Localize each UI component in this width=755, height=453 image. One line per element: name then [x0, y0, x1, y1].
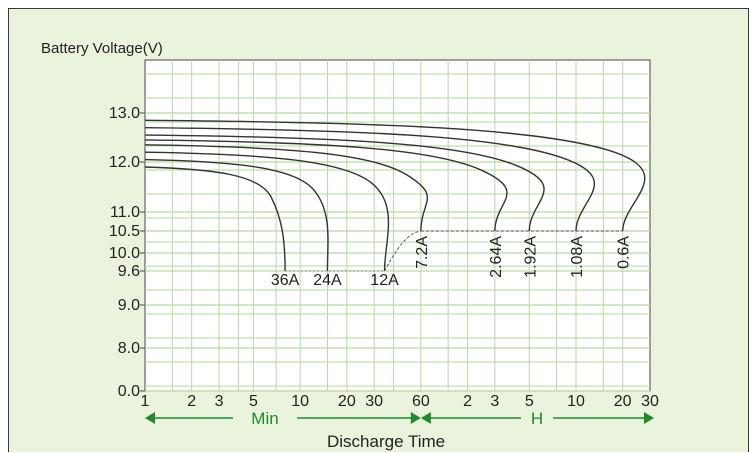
curve-label: 1.92A — [522, 236, 539, 278]
curve-label: 1.08A — [569, 236, 586, 278]
hour-arrow-head-left — [420, 412, 431, 424]
hour-arrow-head-right — [644, 412, 654, 424]
curve-labels: 36A 24A 12A 7.2A 2.64A 1.92A 1.08A 0.6A — [271, 236, 633, 289]
curve-1.92A — [144, 134, 545, 232]
x-tick-labels: 1 2 3 5 10 20 30 60 2 3 5 10 20 30 — [141, 393, 659, 410]
discharge-curves — [144, 119, 646, 272]
chart-panel: Battery Voltage(V) 13.0 12.0 11.0 10.5 10.0 9… — [8, 8, 749, 452]
x-tick-label: 10 — [291, 393, 309, 410]
plot-area — [144, 59, 651, 392]
curve-label: 2.64A — [488, 236, 505, 278]
x-tick-label: 2 — [463, 393, 472, 410]
min-arrow-head-left — [145, 412, 155, 424]
x-tick-label: 20 — [338, 393, 356, 410]
x-tick-label: 30 — [365, 393, 383, 410]
curve-12A — [144, 151, 390, 272]
discharge-chart: Battery Voltage(V) 13.012.011.010.510.09… — [41, 40, 659, 451]
x-tick-label: 30 — [641, 393, 659, 410]
y-tick-label: 13.0 — [109, 105, 140, 122]
x-axis-label: Discharge Time — [327, 432, 445, 451]
x-tick-label: 2 — [187, 393, 196, 410]
x-tick-label: 5 — [249, 393, 258, 410]
curve-1.08A — [144, 127, 596, 232]
x-tick-label: 20 — [614, 393, 632, 410]
curve-label: 36A — [271, 272, 300, 289]
y-tick-label: 10.0 — [109, 245, 140, 262]
curve-label: 7.2A — [414, 236, 431, 269]
x-tick-label: 3 — [215, 393, 224, 410]
min-range-label: Min — [251, 409, 278, 428]
hour-range-label: H — [531, 409, 543, 428]
y-tick-labels: 13.0 12.0 11.0 10.5 10.09.6 9.0 8.0 0.0 — [109, 105, 145, 400]
y-tick-label: 10.5 — [109, 223, 140, 240]
cutoff-transition — [384, 230, 421, 272]
x-tick-label: 1 — [141, 393, 150, 410]
x-tick-label: 5 — [525, 393, 534, 410]
curve-0.6A — [144, 119, 646, 232]
curve-label: 12A — [370, 272, 399, 289]
time-range-arrows: Min H — [145, 409, 654, 428]
y-tick-label: 9.6 — [118, 263, 140, 280]
curve-7.2A — [144, 144, 428, 232]
curve-2.64A — [144, 139, 508, 232]
min-arrow-head-right — [410, 412, 421, 424]
y-tick-label: 12.0 — [109, 154, 140, 171]
curve-24A — [144, 158, 329, 272]
y-tick-label: 8.0 — [118, 340, 140, 357]
y-axis-label: Battery Voltage(V) — [41, 40, 163, 57]
x-tick-label: 3 — [490, 393, 499, 410]
curve-label: 0.6A — [616, 236, 633, 269]
x-tick-label: 60 — [412, 393, 430, 410]
curve-label: 24A — [313, 272, 342, 289]
curve-36A — [144, 166, 286, 272]
x-tick-label: 10 — [567, 393, 585, 410]
y-tick-label: 9.0 — [118, 297, 140, 314]
y-tick-label: 11.0 — [110, 204, 140, 221]
y-tick-label: 0.0 — [118, 383, 140, 400]
